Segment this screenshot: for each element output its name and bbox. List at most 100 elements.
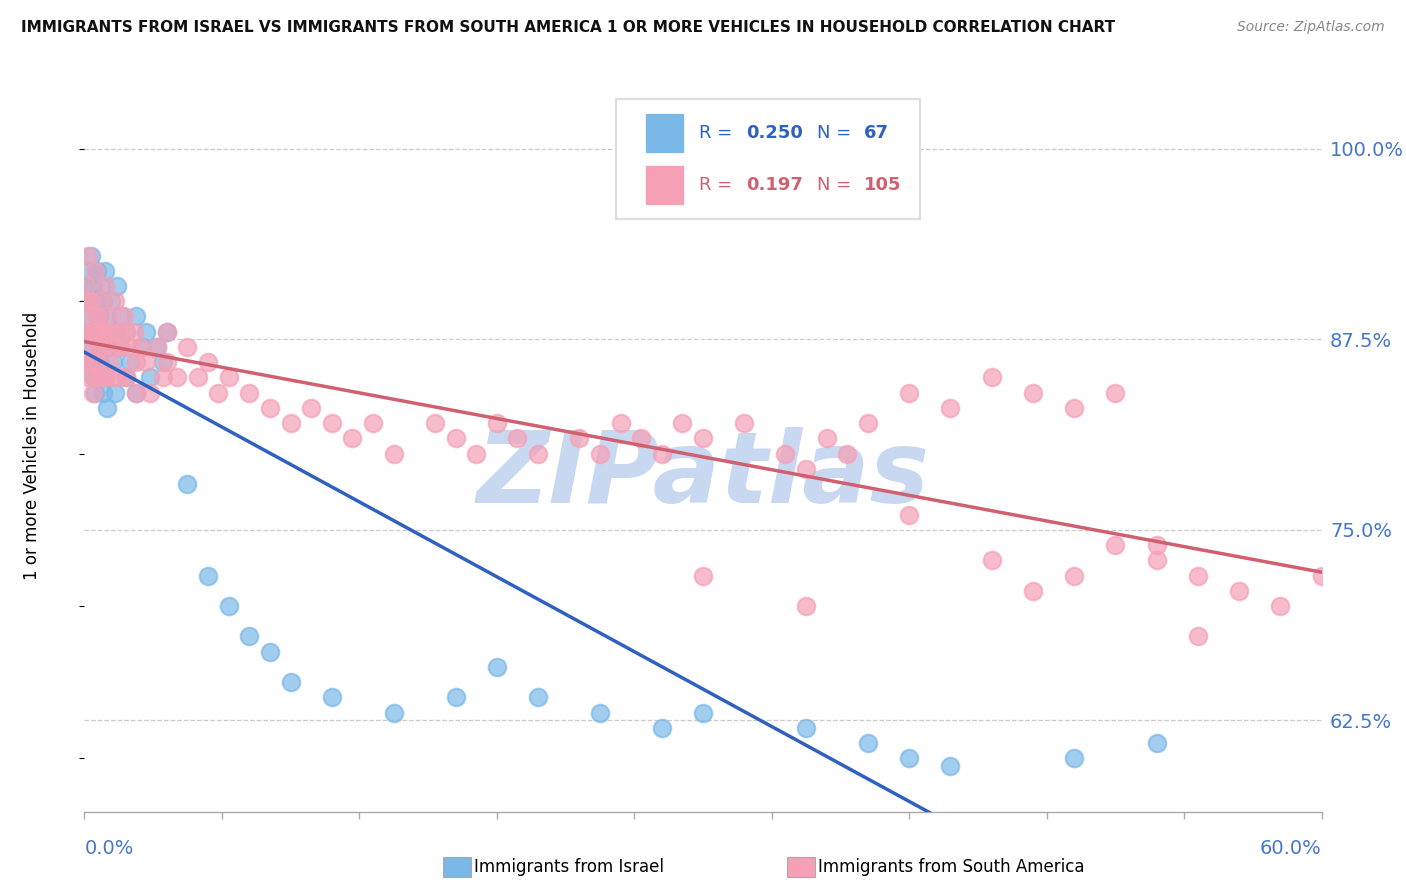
Point [73,325,96,339]
Point [94,279,117,293]
FancyBboxPatch shape [616,99,920,219]
Point [651,447,673,461]
Point [1063,568,1085,582]
Point [79,325,101,339]
Point [112,310,135,324]
Point [90,370,112,384]
Point [1063,751,1085,765]
Point [218,599,240,613]
Text: 0.250: 0.250 [747,124,803,142]
Point [1310,568,1333,582]
Point [104,325,127,339]
Point [94,370,117,384]
Point [83,325,105,339]
Point [96,401,118,415]
Point [86,310,108,324]
Point [527,690,550,705]
Point [506,431,529,445]
Point [122,325,145,339]
Point [342,431,364,445]
Point [794,462,817,476]
Point [135,355,157,369]
Point [856,736,879,750]
Point [79,294,101,309]
Point [75,279,97,293]
Point [218,370,240,384]
Text: IMMIGRANTS FROM ISRAEL VS IMMIGRANTS FROM SOUTH AMERICA 1 OR MORE VEHICLES IN HO: IMMIGRANTS FROM ISRAEL VS IMMIGRANTS FRO… [21,20,1115,35]
Point [692,431,714,445]
Text: 0.0%: 0.0% [84,839,134,858]
Point [280,675,302,690]
Bar [645,112,685,153]
Text: 105: 105 [863,176,901,194]
Point [125,385,148,400]
Point [156,325,179,339]
Point [733,416,755,430]
Point [114,370,136,384]
Point [1146,553,1168,567]
Bar [645,165,685,205]
Point [125,310,148,324]
Point [103,370,125,384]
Point [94,370,117,384]
Point [125,355,148,369]
Point [176,477,198,491]
Point [103,355,125,369]
Point [87,355,110,369]
Point [86,325,108,339]
Point [980,370,1002,384]
Point [152,370,174,384]
Point [87,294,110,309]
Point [87,340,110,354]
Point [898,751,921,765]
Point [90,340,112,354]
Point [82,385,104,400]
Point [382,447,405,461]
Point [83,355,105,369]
Point [91,340,114,354]
Point [939,759,962,773]
Point [83,370,105,384]
Point [980,553,1002,567]
Point [321,690,343,705]
Point [83,264,105,278]
Point [299,401,322,415]
Point [321,416,343,430]
Point [1187,630,1209,644]
Point [197,355,219,369]
Point [77,340,100,354]
Text: R =: R = [699,124,738,142]
Point [98,355,121,369]
Text: N =: N = [817,124,856,142]
Point [110,340,132,354]
Point [280,416,302,430]
Point [91,385,114,400]
Point [166,370,188,384]
Point [104,340,127,354]
Point [75,294,97,309]
Point [145,340,167,354]
Point [1187,568,1209,582]
Point [259,401,281,415]
Point [77,370,100,384]
Point [692,706,714,720]
Point [145,340,167,354]
Point [1351,583,1374,598]
Point [125,385,148,400]
Point [87,310,110,324]
Point [382,706,405,720]
Text: 0.197: 0.197 [747,176,803,194]
Point [197,568,219,582]
Point [671,416,693,430]
Point [91,294,114,309]
Point [187,370,209,384]
Point [898,508,921,522]
Point [589,706,612,720]
Point [152,355,174,369]
Point [129,340,152,354]
Text: N =: N = [817,176,856,194]
Point [444,431,467,445]
Point [630,431,652,445]
Point [207,385,229,400]
Point [110,310,132,324]
